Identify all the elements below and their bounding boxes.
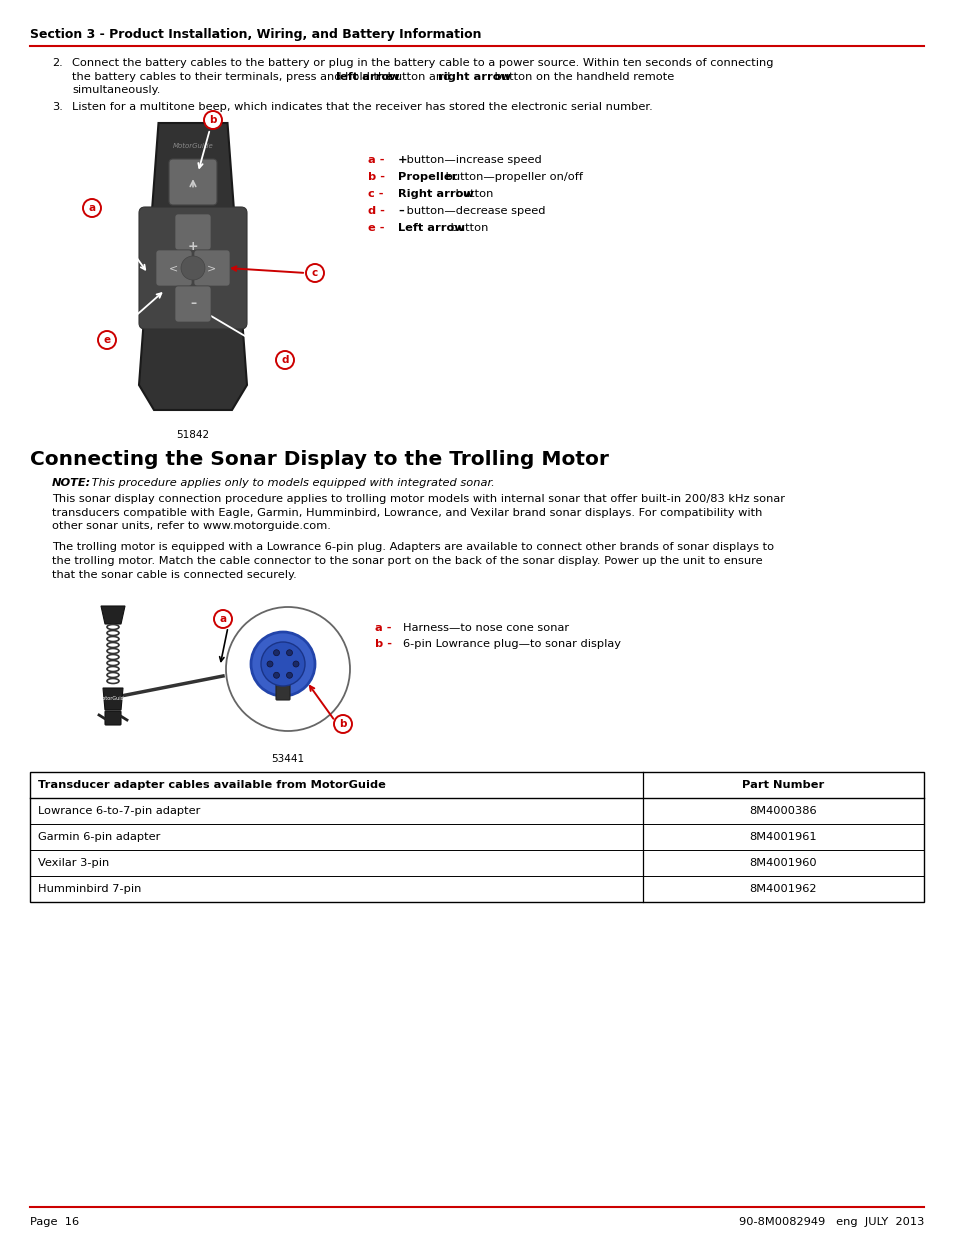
Text: the battery cables to their terminals, press and hold the: the battery cables to their terminals, p… — [71, 72, 395, 82]
Text: simultaneously.: simultaneously. — [71, 85, 160, 95]
Circle shape — [275, 351, 294, 369]
Text: 53441: 53441 — [272, 755, 304, 764]
Text: Section 3 - Product Installation, Wiring, and Battery Information: Section 3 - Product Installation, Wiring… — [30, 28, 481, 41]
Text: Harness—to nose cone sonar: Harness—to nose cone sonar — [402, 622, 569, 634]
Text: MotorGuide: MotorGuide — [172, 143, 213, 149]
Text: NOTE:: NOTE: — [52, 478, 91, 488]
FancyBboxPatch shape — [193, 249, 230, 287]
Text: e: e — [103, 335, 111, 345]
Circle shape — [251, 632, 314, 697]
Text: 51842: 51842 — [176, 430, 210, 440]
Text: 8M4000386: 8M4000386 — [749, 806, 817, 816]
Circle shape — [261, 642, 305, 685]
Text: button and: button and — [383, 72, 454, 82]
Text: 8M4001961: 8M4001961 — [749, 832, 817, 842]
Text: b: b — [209, 115, 216, 125]
Text: button on the handheld remote: button on the handheld remote — [490, 72, 674, 82]
Text: –: – — [190, 298, 196, 310]
Text: Connecting the Sonar Display to the Trolling Motor: Connecting the Sonar Display to the Trol… — [30, 450, 608, 469]
Circle shape — [83, 199, 101, 217]
FancyBboxPatch shape — [156, 249, 192, 287]
Text: that the sonar cable is connected securely.: that the sonar cable is connected secure… — [52, 569, 296, 579]
Text: Connect the battery cables to the battery or plug in the battery cable to a powe: Connect the battery cables to the batter… — [71, 58, 773, 68]
Circle shape — [286, 672, 293, 678]
Circle shape — [334, 715, 352, 734]
Text: c: c — [312, 268, 317, 278]
Text: Humminbird 7-pin: Humminbird 7-pin — [38, 884, 141, 894]
Text: d: d — [281, 354, 289, 366]
FancyBboxPatch shape — [139, 207, 247, 329]
Circle shape — [204, 111, 222, 128]
Text: 2.: 2. — [52, 58, 63, 68]
Text: Part Number: Part Number — [741, 781, 823, 790]
Text: The trolling motor is equipped with a Lowrance 6-pin plug. Adapters are availabl: The trolling motor is equipped with a Lo… — [52, 542, 773, 552]
Text: e -: e - — [368, 224, 388, 233]
Text: a -: a - — [368, 156, 388, 165]
Text: Propeller: Propeller — [397, 172, 456, 182]
Text: <: < — [170, 263, 178, 273]
Text: Page  16: Page 16 — [30, 1216, 79, 1228]
Bar — [30, 772, 923, 902]
Text: b -: b - — [368, 172, 389, 182]
Circle shape — [226, 606, 350, 731]
FancyBboxPatch shape — [105, 711, 121, 725]
Text: d -: d - — [368, 206, 389, 216]
Text: Right arrow: Right arrow — [397, 189, 474, 199]
Polygon shape — [101, 606, 125, 624]
Text: 8M4001962: 8M4001962 — [749, 884, 817, 894]
Circle shape — [213, 610, 232, 629]
Polygon shape — [139, 124, 247, 410]
Text: +: + — [188, 241, 198, 253]
FancyBboxPatch shape — [174, 287, 211, 322]
Text: button: button — [452, 189, 493, 199]
FancyBboxPatch shape — [174, 214, 211, 249]
Text: transducers compatible with Eagle, Garmin, Humminbird, Lowrance, and Vexilar bra: transducers compatible with Eagle, Garmi… — [52, 508, 761, 517]
Text: the trolling motor. Match the cable connector to the sonar port on the back of t: the trolling motor. Match the cable conn… — [52, 556, 761, 566]
Text: c -: c - — [368, 189, 387, 199]
Circle shape — [267, 661, 273, 667]
Text: 3.: 3. — [52, 103, 63, 112]
Text: 8M4001960: 8M4001960 — [749, 858, 817, 868]
Text: MotorGuide: MotorGuide — [98, 697, 128, 701]
Text: a -: a - — [375, 622, 399, 634]
FancyBboxPatch shape — [275, 676, 290, 700]
Text: This sonar display connection procedure applies to trolling motor models with in: This sonar display connection procedure … — [52, 494, 784, 504]
Circle shape — [274, 672, 279, 678]
Text: Lowrance 6-to-7-pin adapter: Lowrance 6-to-7-pin adapter — [38, 806, 200, 816]
Text: a: a — [219, 614, 226, 624]
Text: This procedure applies only to models equipped with integrated sonar.: This procedure applies only to models eq… — [88, 478, 495, 488]
Text: other sonar units, refer to www.motorguide.com.: other sonar units, refer to www.motorgui… — [52, 521, 331, 531]
Text: Listen for a multitone beep, which indicates that the receiver has stored the el: Listen for a multitone beep, which indic… — [71, 103, 652, 112]
Text: b -: b - — [375, 638, 399, 650]
Text: 90-8M0082949   eng  JULY  2013: 90-8M0082949 eng JULY 2013 — [738, 1216, 923, 1228]
Circle shape — [306, 264, 324, 282]
Text: +: + — [397, 156, 407, 165]
Circle shape — [98, 331, 116, 350]
Text: button—propeller on/off: button—propeller on/off — [442, 172, 582, 182]
Text: right arrow: right arrow — [437, 72, 511, 82]
Circle shape — [274, 650, 279, 656]
Text: 6-pin Lowrance plug—to sonar display: 6-pin Lowrance plug—to sonar display — [402, 638, 620, 650]
Text: –: – — [397, 206, 403, 216]
Text: >: > — [207, 263, 216, 273]
Polygon shape — [103, 688, 123, 710]
Text: Vexilar 3-pin: Vexilar 3-pin — [38, 858, 110, 868]
Text: b: b — [339, 719, 346, 729]
Text: a: a — [89, 203, 95, 212]
Text: Garmin 6-pin adapter: Garmin 6-pin adapter — [38, 832, 160, 842]
Circle shape — [181, 256, 205, 280]
Text: button—decrease speed: button—decrease speed — [402, 206, 545, 216]
FancyBboxPatch shape — [169, 159, 216, 205]
Text: Left arrow: Left arrow — [397, 224, 464, 233]
Text: button: button — [447, 224, 488, 233]
Circle shape — [286, 650, 293, 656]
Text: button—increase speed: button—increase speed — [402, 156, 541, 165]
Text: left arrow: left arrow — [335, 72, 399, 82]
Circle shape — [293, 661, 298, 667]
Text: Transducer adapter cables available from MotorGuide: Transducer adapter cables available from… — [38, 781, 385, 790]
